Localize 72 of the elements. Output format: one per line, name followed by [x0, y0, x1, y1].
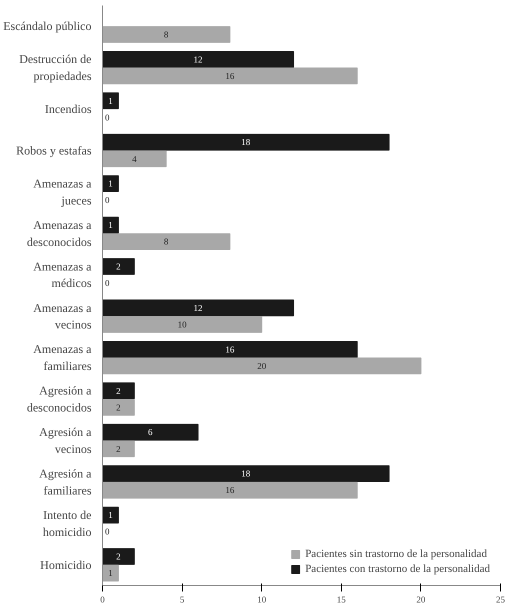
data-label: 1: [108, 220, 113, 230]
data-label: 2: [116, 444, 121, 454]
y-tick-label: Amenazas a médicos: [33, 259, 92, 290]
y-tick-label: Destrucción de propiedades: [19, 52, 92, 84]
y-tick-label: Agresión a desconocidos: [26, 384, 92, 414]
bar: [102, 548, 135, 565]
data-label: 20: [257, 360, 267, 371]
bar: [102, 316, 262, 333]
data-label: 0: [105, 112, 110, 122]
data-label: 4: [132, 154, 138, 164]
bar: [102, 482, 358, 499]
data-label: 1: [108, 178, 113, 189]
y-tick-label: Incendios: [44, 102, 92, 116]
bar: [102, 258, 135, 275]
bar: [102, 216, 119, 234]
bar: [102, 92, 119, 110]
data-label: 16: [225, 70, 235, 81]
data-label: 16: [225, 485, 235, 496]
y-tick-label: Amenazas a desconocidos: [26, 218, 92, 249]
data-label: 2: [116, 262, 121, 272]
x-tick-label: 10: [257, 594, 267, 604]
y-tick-label: Agresión a vecinos: [39, 425, 92, 456]
data-label: 2: [116, 386, 121, 396]
data-label: 18: [241, 137, 251, 148]
x-tick-label: 20: [416, 594, 426, 604]
x-tick-label: 25: [496, 594, 506, 604]
y-tick-label: Amenazas a familiares: [33, 342, 92, 374]
bar: [102, 440, 135, 458]
bar: [102, 150, 167, 168]
data-label: 0: [105, 195, 110, 206]
data-label: 1: [108, 96, 113, 106]
bar: [102, 398, 135, 416]
y-tick-label: Homicidio: [40, 558, 92, 572]
data-label: 1: [108, 568, 113, 578]
data-label: 12: [194, 54, 203, 64]
data-label: 18: [241, 468, 251, 479]
bar: [102, 300, 294, 316]
data-label: 16: [225, 344, 235, 354]
bar: [102, 424, 199, 441]
x-tick-label: 15: [336, 594, 346, 604]
bar: [102, 465, 390, 482]
data-label: 0: [105, 526, 110, 537]
bar: [102, 175, 119, 192]
y-tick-label: Escándalo público: [3, 19, 92, 34]
y-tick-label: Amenazas a vecinos: [33, 300, 92, 332]
data-label: 6: [148, 427, 154, 438]
data-label: 12: [194, 302, 203, 313]
bar: [102, 26, 230, 43]
legend-label: Pacientes con trastorno de la personalidad: [305, 563, 490, 575]
y-tick-label: Intento de homicidio: [42, 508, 92, 539]
data-label: 8: [164, 30, 169, 40]
data-label: 0: [105, 278, 110, 288]
y-tick-label: Robos y estafas: [16, 144, 92, 158]
bar: [102, 564, 119, 582]
x-tick-label: 5: [180, 594, 185, 604]
y-tick-label: Amenazas a jueces: [33, 176, 92, 208]
bar: [102, 134, 390, 151]
y-tick-label: Agresión a familiares: [39, 466, 92, 498]
bar: [102, 506, 119, 524]
bar: [102, 233, 230, 250]
data-label: 1: [108, 510, 113, 520]
data-label: 2: [116, 402, 121, 412]
bar: [102, 340, 358, 358]
data-label: 2: [116, 552, 121, 562]
legend-label: Pacientes sin trastorno de la personalidad: [305, 548, 487, 560]
bar: [102, 50, 294, 68]
data-label: 8: [164, 236, 169, 247]
data-label: 10: [178, 320, 188, 330]
bar: [102, 68, 358, 84]
x-tick-label: 0: [100, 594, 106, 604]
bar: [102, 358, 422, 374]
bar: [102, 382, 135, 400]
